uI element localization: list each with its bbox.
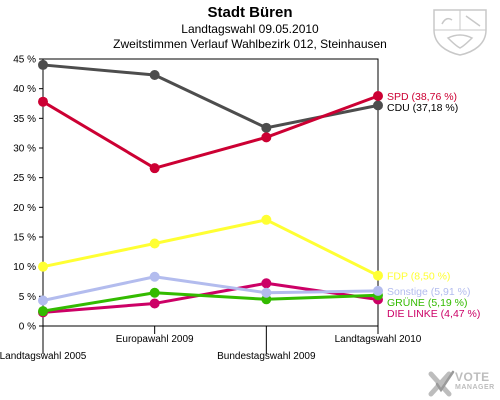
series-line-sonstige xyxy=(42,275,379,302)
series-label-sonstige: Sonstige (5,91 %) xyxy=(387,286,470,298)
y-tick-label: 10 % xyxy=(13,262,36,273)
data-point xyxy=(38,96,48,107)
chart-subtitle: Zweitstimmen Verlauf Wahlbezirk 012, Ste… xyxy=(113,37,387,51)
data-point xyxy=(261,214,272,225)
series-label-spd: SPD (38,76 %) xyxy=(387,91,457,103)
y-tick-label: 35 % xyxy=(13,114,36,125)
series-labels: SPD (38,76 %)CDU (37,18 %) FDP (8,50 %) So… xyxy=(387,91,480,320)
x-check-icon xyxy=(428,370,455,397)
series-line-spd xyxy=(42,94,379,170)
series-line-fdp xyxy=(42,218,379,277)
series-label-die-linke: DIE LINKE (4,47 %) xyxy=(387,308,480,320)
series-label-grüne: GRÜNE (5,19 %) xyxy=(387,297,468,309)
data-point xyxy=(261,287,272,298)
data-point xyxy=(261,132,272,143)
data-point xyxy=(373,91,383,102)
series-points xyxy=(38,59,383,318)
data-point xyxy=(38,295,48,306)
data-point xyxy=(38,306,48,317)
x-axis: Landtagswahl 2005 Europawahl 2009 Bundesta… xyxy=(0,326,422,362)
data-point xyxy=(149,238,160,249)
series-label-fdp: FDP (8,50 %) xyxy=(387,271,450,283)
data-point xyxy=(373,285,383,296)
y-tick-label: 15 % xyxy=(13,233,36,244)
y-axis: 0 % 5 % 10 % 15 % 20 % 25 % 30 % 35 % 40 % 45 % xyxy=(13,55,43,333)
coat-of-arms-icon xyxy=(433,9,487,56)
y-tick-label: 30 % xyxy=(13,144,36,155)
y-tick-label: 20 % xyxy=(13,203,36,214)
election-subtitle: Landtagswahl 09.05.2010 xyxy=(181,22,319,36)
logo-subtext: MANAGER xyxy=(455,384,495,391)
series-label-cdu: CDU (37,18 %) xyxy=(387,102,458,114)
data-point xyxy=(38,261,48,272)
series-line-grüne xyxy=(42,291,379,313)
x-tick-label: Landtagswahl 2010 xyxy=(335,334,422,345)
data-point xyxy=(373,100,383,111)
y-tick-label: 25 % xyxy=(13,173,36,184)
y-tick-label: 0 % xyxy=(19,322,36,333)
x-tick-label: Bundestagswahl 2009 xyxy=(217,351,316,362)
data-point xyxy=(149,271,160,282)
plot-area xyxy=(42,58,379,327)
data-point xyxy=(149,298,160,309)
y-tick-label: 5 % xyxy=(19,292,36,303)
data-point xyxy=(261,278,272,289)
x-tick-label: Landtagswahl 2005 xyxy=(0,351,87,362)
logo-text: VOTE xyxy=(455,370,490,384)
y-tick-label: 45 % xyxy=(13,55,36,66)
data-point xyxy=(149,163,160,174)
series-lines xyxy=(42,63,379,314)
data-point xyxy=(38,59,48,70)
y-tick-label: 40 % xyxy=(13,84,36,95)
data-point xyxy=(261,122,272,133)
data-point xyxy=(149,70,160,81)
page-title: Stadt Büren xyxy=(207,4,293,21)
data-point xyxy=(373,270,383,281)
data-point xyxy=(149,287,160,298)
x-tick-label: Europawahl 2009 xyxy=(116,334,194,345)
